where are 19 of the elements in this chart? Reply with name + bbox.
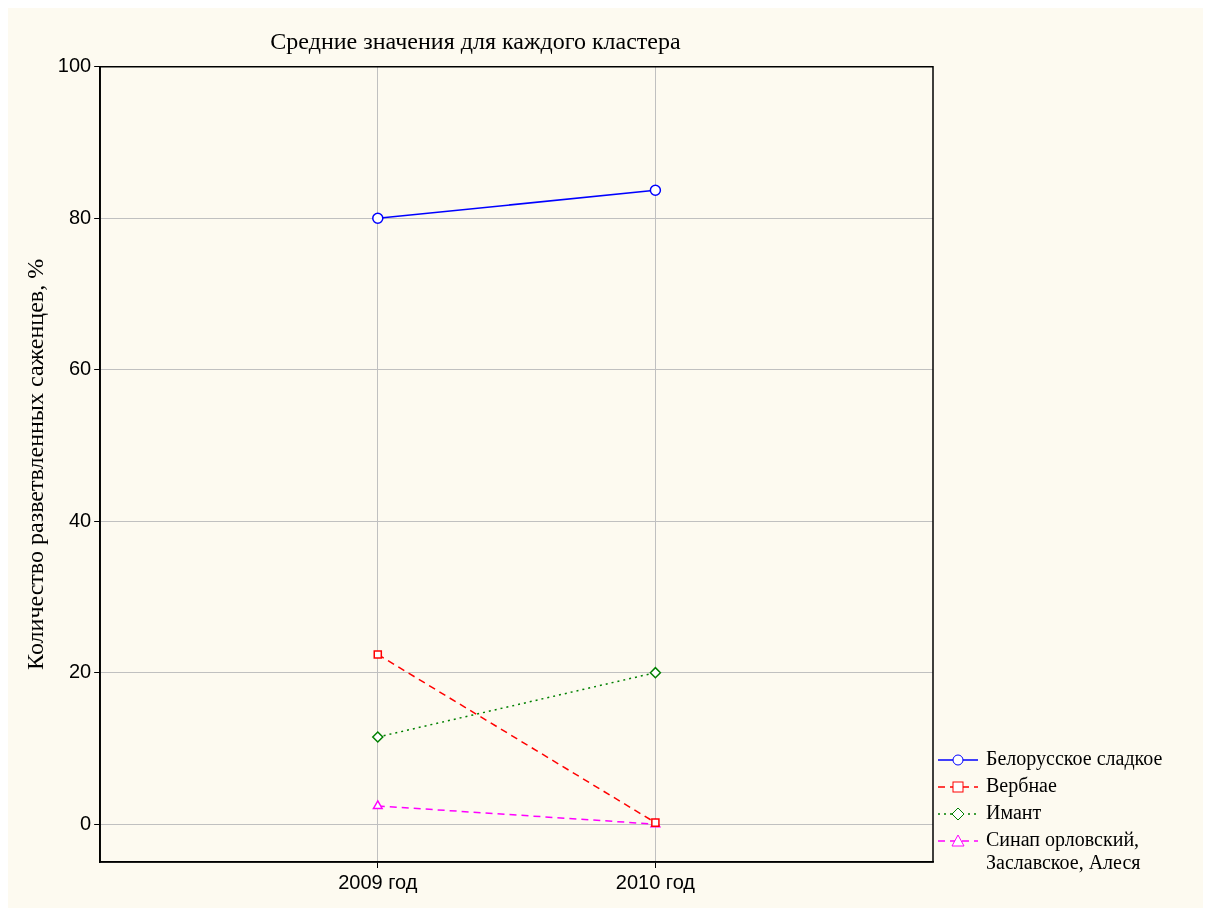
y-axis-title: Количество разветвленных саженцев, % bbox=[21, 258, 48, 670]
point bbox=[649, 666, 662, 679]
point bbox=[372, 731, 384, 743]
chart-title: Средние значения для каждого кластера bbox=[270, 27, 681, 54]
y-tick-label: 20 bbox=[68, 660, 92, 683]
x-tick-label: 2010 год bbox=[615, 870, 696, 893]
y-tick-label: 40 bbox=[68, 508, 92, 531]
point bbox=[373, 650, 383, 659]
y-tick-label: 60 bbox=[68, 357, 92, 380]
y-tick-label: 80 bbox=[68, 205, 92, 228]
x-tick-label: 2009 год bbox=[338, 870, 418, 893]
legend-label: Имант bbox=[986, 801, 1042, 824]
legend-label: Синап орловский, Заславское, Алеся bbox=[986, 828, 1142, 874]
legend-label: Белорусское сладкое bbox=[986, 747, 1163, 770]
point bbox=[649, 184, 662, 196]
point bbox=[372, 212, 384, 225]
y-tick-label: 0 bbox=[80, 811, 92, 834]
legend-label: Вербнае bbox=[986, 774, 1057, 797]
y-tick-label: 100 bbox=[57, 54, 92, 77]
